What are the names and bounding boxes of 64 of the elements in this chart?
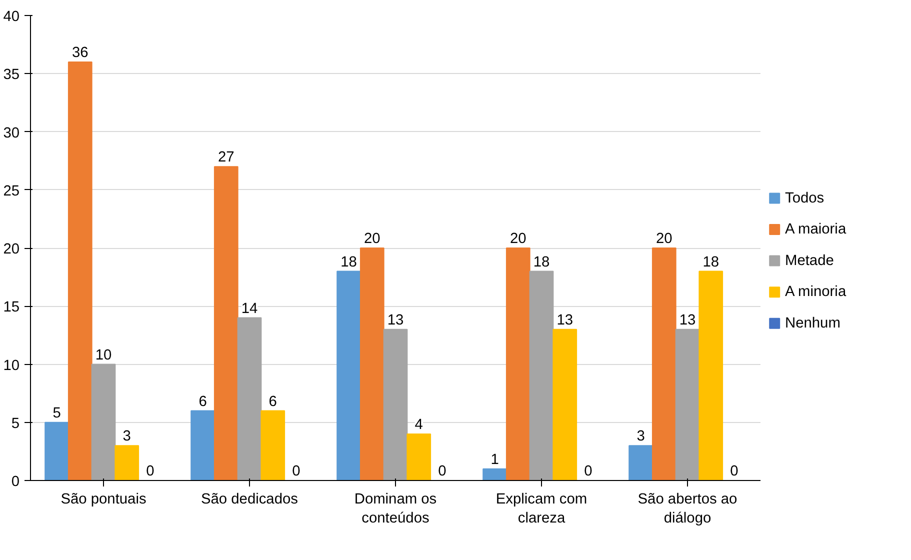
bar	[336, 270, 361, 480]
bar	[190, 410, 215, 480]
data-label: 20	[364, 231, 380, 247]
data-label: 10	[95, 347, 112, 364]
x-tick-label: Explicam com clareza	[496, 492, 588, 527]
bar	[652, 248, 676, 480]
data-label: 18	[533, 254, 550, 270]
data-label: 13	[679, 312, 696, 328]
legend-label: A maioria	[785, 222, 847, 238]
data-label: 3	[636, 428, 645, 445]
data-label: 6	[198, 394, 207, 410]
data-label: 13	[556, 312, 574, 328]
bar	[552, 328, 578, 480]
bar	[214, 166, 238, 480]
y-tick-label: 5	[11, 416, 20, 432]
data-label: 14	[241, 300, 258, 317]
legend-label: A minoria	[785, 284, 847, 300]
data-label: 0	[292, 464, 300, 480]
legend-label: Todos	[785, 190, 824, 206]
bar	[506, 248, 530, 480]
data-label: 0	[438, 464, 446, 480]
x-tick-label: São abertos ao diálogo	[638, 492, 738, 527]
bar	[68, 62, 92, 480]
data-label: 4	[414, 417, 423, 433]
bar	[529, 270, 554, 480]
x-tick-label: São dedicados	[201, 492, 298, 508]
y-tick-label: 15	[3, 300, 20, 316]
bar	[628, 445, 653, 480]
data-label: 0	[584, 464, 592, 480]
data-label: 1	[490, 452, 499, 468]
x-tick-label: Dominam os conteúdos	[354, 492, 437, 527]
legend-label: Nenhum	[785, 315, 840, 332]
data-label: 18	[340, 254, 357, 270]
data-label: 13	[387, 312, 404, 328]
legend-label: Metade	[785, 252, 834, 269]
y-tick-label: 35	[3, 67, 20, 84]
bar	[114, 445, 140, 480]
bar	[360, 248, 384, 480]
bar	[406, 434, 432, 480]
data-label: 20	[510, 231, 526, 247]
y-tick-label: 20	[3, 242, 20, 258]
bar	[44, 422, 69, 480]
bar	[383, 328, 408, 480]
bar	[91, 364, 116, 480]
bar	[698, 270, 724, 480]
data-label: 0	[730, 464, 738, 480]
bar	[675, 328, 700, 480]
data-label: 6	[268, 394, 277, 410]
data-label: 36	[72, 45, 88, 61]
data-label: 27	[218, 150, 234, 166]
data-label: 20	[656, 231, 672, 247]
data-label: 5	[52, 405, 61, 422]
bar	[260, 410, 286, 480]
data-label: 3	[122, 428, 131, 445]
x-tick-label: São pontuais	[60, 492, 146, 508]
y-tick-label: 25	[3, 183, 20, 200]
data-label: 0	[146, 464, 154, 480]
y-tick-label: 10	[3, 358, 20, 374]
data-label: 18	[702, 254, 720, 270]
bar	[482, 468, 507, 480]
y-tick-label: 40	[3, 9, 20, 25]
bar	[237, 317, 262, 480]
y-tick-label: 0	[11, 474, 20, 490]
y-tick-label: 30	[3, 125, 20, 142]
